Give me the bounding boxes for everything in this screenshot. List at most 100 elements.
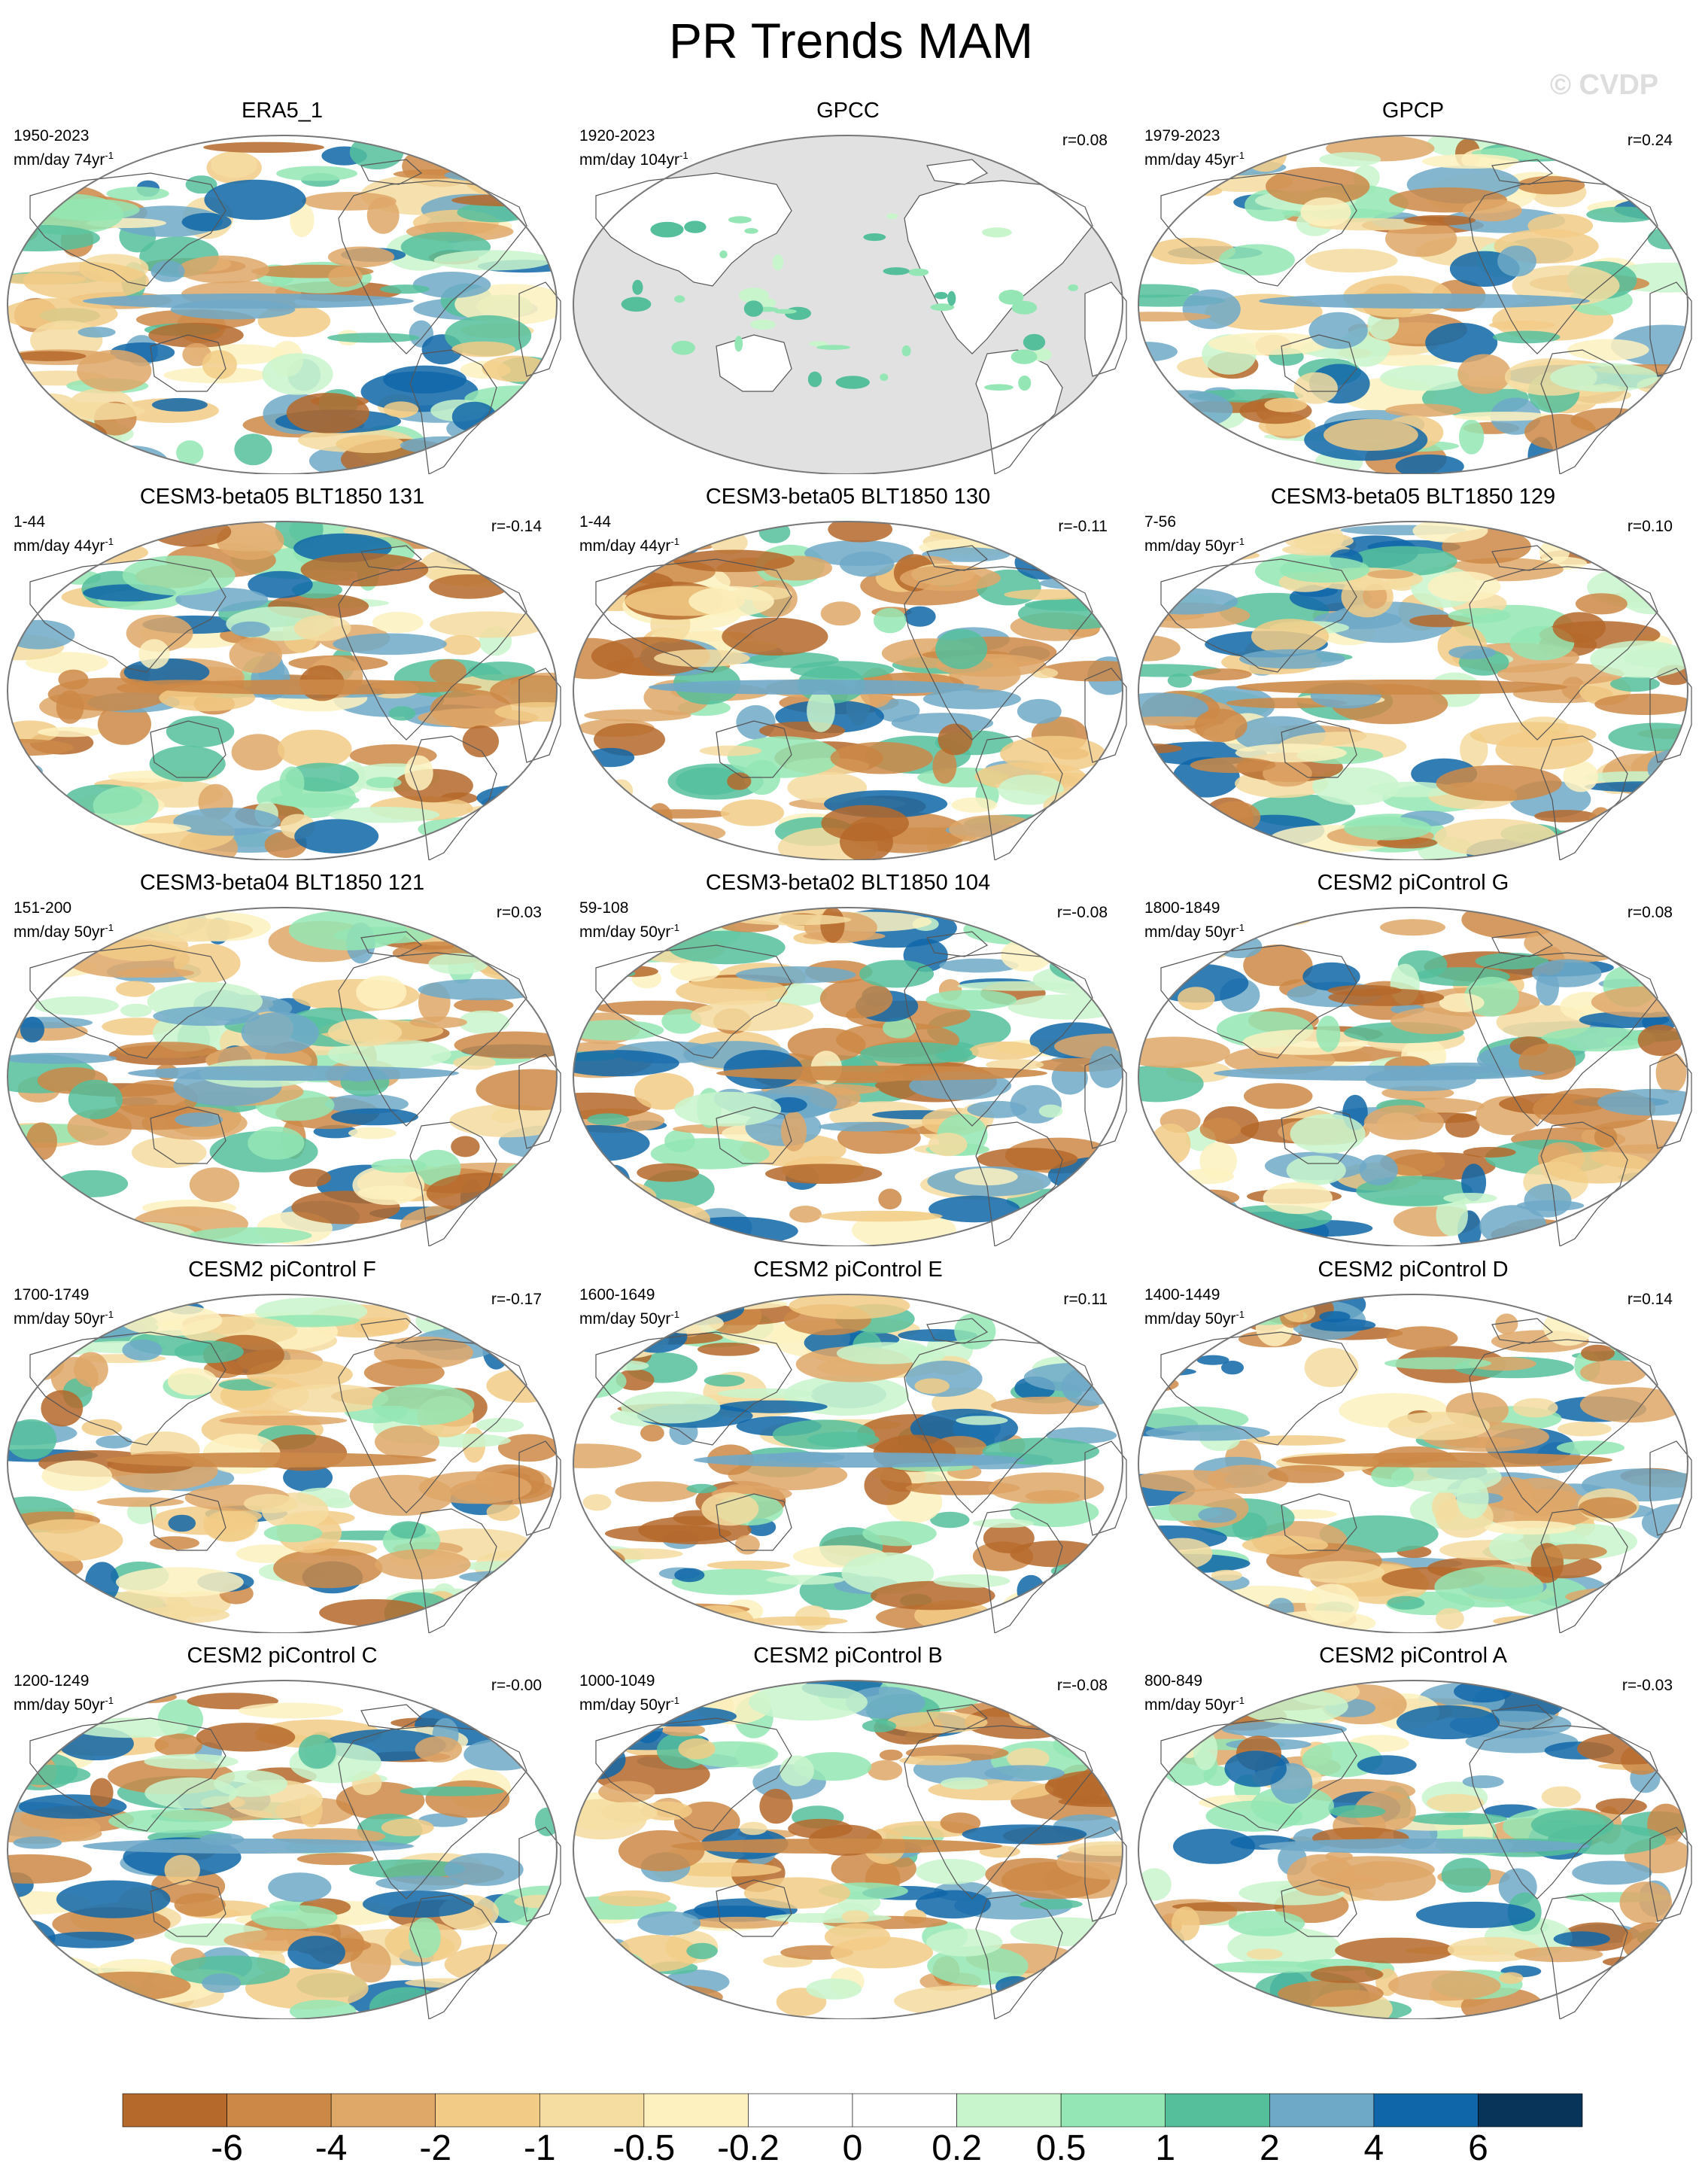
land-trend-patch (773, 309, 797, 314)
land-trend-patch (1068, 284, 1078, 291)
panel-period: 800-849 (1144, 1672, 1203, 1690)
trend-patch (329, 807, 440, 823)
coastline (975, 349, 1063, 474)
trend-patch (168, 1514, 196, 1532)
trend-patch (998, 774, 1064, 805)
trend-patch (640, 1424, 664, 1442)
panel-period: 1000-1049 (579, 1672, 655, 1690)
trend-patch (248, 570, 313, 598)
map-plot (573, 135, 1127, 474)
trend-patch (13, 1836, 62, 1849)
trend-patch (1403, 214, 1476, 226)
trend-patch (1235, 744, 1347, 762)
coastline (29, 558, 226, 673)
trend-patch (1367, 570, 1414, 579)
trend-patch (176, 440, 204, 465)
trend-patch (1457, 354, 1512, 394)
trend-patch (1040, 660, 1123, 682)
panel-units: mm/day 50yr-1 (1144, 1309, 1245, 1328)
trend-patch (878, 1188, 902, 1209)
trend-patch (886, 1711, 988, 1734)
trend-patch (969, 1041, 1040, 1060)
trend-patch (1007, 1748, 1050, 1769)
panel-title: CESM2 piControl A (1319, 1644, 1507, 1668)
colorbar-swatch (226, 2093, 332, 2128)
trend-patch (279, 766, 305, 800)
trend-patch (1211, 1569, 1242, 1581)
land-trend-patch (863, 233, 886, 242)
trend-patch (8, 1854, 92, 1884)
watermark: © CVDP (1550, 69, 1659, 101)
panel-title: CESM2 piControl D (1318, 1258, 1509, 1282)
trend-patch (1434, 1566, 1544, 1608)
map-outline (573, 521, 1123, 860)
map-plot (7, 907, 561, 1246)
trend-patch (90, 1778, 114, 1807)
trend-patch (1540, 1027, 1656, 1052)
coastline (904, 1725, 1093, 1900)
trend-patch (1190, 757, 1276, 774)
equatorial-band (694, 1452, 1025, 1468)
trend-patch (1138, 312, 1211, 322)
trend-patch (720, 799, 785, 826)
coastline (1160, 172, 1357, 287)
trend-patch (727, 772, 752, 790)
trend-patch (298, 1734, 336, 1769)
trend-patch (1138, 1036, 1230, 1069)
trend-patch (1010, 1497, 1099, 1527)
coastline (409, 1121, 497, 1246)
land-trend-patch (901, 345, 911, 357)
trend-patch (1068, 1841, 1123, 1857)
trend-patch (1468, 1356, 1536, 1371)
trend-patch (1328, 988, 1445, 1006)
equatorial-band (671, 1839, 1002, 1854)
trend-patch (673, 549, 795, 573)
trend-patch (1224, 1751, 1287, 1787)
map-plot (1138, 135, 1692, 474)
trend-patch (381, 1818, 434, 1836)
trend-patch (787, 1027, 866, 1062)
coastline (1084, 668, 1127, 763)
trend-patch (151, 397, 208, 412)
panel-correlation: r=0.24 (1627, 132, 1673, 149)
trend-patch (988, 1472, 1105, 1504)
trend-patch (115, 1042, 217, 1058)
coastline (150, 1493, 226, 1551)
trend-patch (573, 1124, 650, 1162)
panel-units: mm/day 50yr-1 (14, 922, 114, 941)
map-panel: CESM3-beta02 BLT1850 104 59-108 mm/day 50y… (566, 870, 1130, 1246)
trend-patch (1387, 1412, 1491, 1440)
map-panel: CESM2 piControl F 1700-1749 mm/day 50yr-1 r… (0, 1257, 564, 1633)
trend-patch (1228, 1911, 1305, 1936)
trend-patch (604, 1525, 732, 1543)
trend-patch (780, 1755, 814, 1787)
trend-patch (686, 1483, 717, 1494)
trend-patch (925, 990, 1017, 1010)
trend-patch (44, 1931, 135, 1948)
map-panel: CESM2 piControl D 1400-1449 mm/day 50yr-1 r… (1131, 1257, 1695, 1633)
land-trend-patch (632, 279, 643, 295)
colorbar-tick-label: 1 (1155, 2128, 1175, 2168)
trend-patch (354, 1317, 409, 1335)
trend-patch (164, 1854, 200, 1885)
panel-units: mm/day 50yr-1 (1144, 536, 1245, 555)
trend-patch (1138, 692, 1208, 725)
panel-units: mm/day 50yr-1 (1144, 922, 1245, 941)
trend-patch (939, 958, 1019, 973)
land-trend-patch (883, 267, 910, 275)
trend-patch (859, 960, 935, 988)
trend-patch (277, 729, 352, 768)
panel-correlation: r=0.11 (1063, 1291, 1108, 1308)
trend-patch (106, 187, 169, 201)
trend-patch (93, 786, 159, 826)
colorbar-tick-label: -0.2 (717, 2128, 780, 2168)
trend-patch (415, 1736, 462, 1763)
trend-patch (1192, 668, 1252, 680)
trend-patch (654, 649, 750, 668)
trend-patch (820, 601, 861, 626)
trend-patch (661, 1723, 706, 1737)
map-outline (1138, 1294, 1688, 1633)
map-outline (1138, 1680, 1688, 2019)
trend-patch (935, 628, 988, 670)
trend-patch (263, 1524, 323, 1543)
